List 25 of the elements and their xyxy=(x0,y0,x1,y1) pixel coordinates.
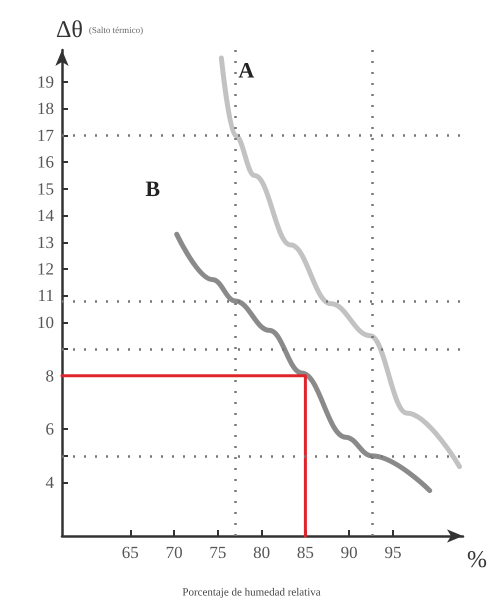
x-tick-label: 80 xyxy=(253,543,270,562)
x-tick-label: 70 xyxy=(166,543,183,562)
text: Porcentaje de humedad relativa xyxy=(182,586,321,598)
series-label: B xyxy=(145,176,160,201)
y-axis-title: Δθ (Salto térmico) xyxy=(56,17,144,43)
x-tick-label: 95 xyxy=(384,543,402,562)
y-tick-label: 13 xyxy=(37,232,54,252)
y-tick-label: 17 xyxy=(37,126,54,145)
y-tick-label: 10 xyxy=(37,312,54,332)
y-tick-label: 12 xyxy=(37,259,54,278)
y-tick-label: 16 xyxy=(37,152,54,172)
series-label: A xyxy=(238,58,254,83)
y-tick-label: 6 xyxy=(46,420,54,439)
y-tick-label: 14 xyxy=(37,206,54,226)
x-tick-label: 85 xyxy=(296,543,314,562)
y-tick-label: 11 xyxy=(38,286,54,306)
y-tick-label: 18 xyxy=(37,99,54,118)
x-tick-label: 90 xyxy=(340,543,358,562)
y-tick-label: 8 xyxy=(46,366,54,386)
y-tick-label: 19 xyxy=(37,72,54,92)
x-tick-label: 65 xyxy=(122,543,139,562)
y-tick-label: 15 xyxy=(37,179,54,198)
x-axis-title: % xyxy=(467,547,487,573)
x-tick-label: 75 xyxy=(209,543,226,562)
y-tick-label: 4 xyxy=(46,473,54,492)
